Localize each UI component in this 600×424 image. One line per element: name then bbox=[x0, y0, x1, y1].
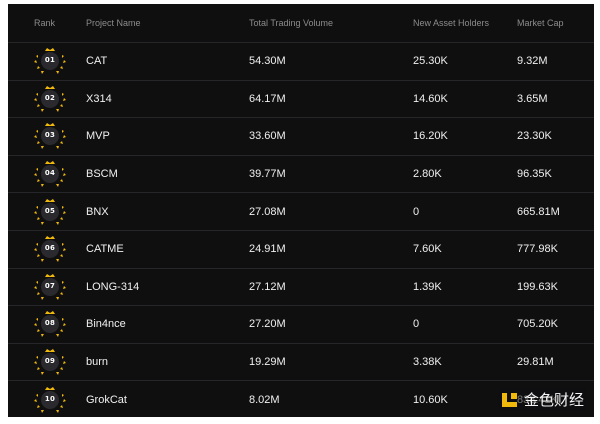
table-row[interactable]: 09 burn 19.29M 3.38K 29.81M bbox=[8, 342, 594, 381]
rank-number: 02 bbox=[44, 93, 56, 102]
rank-number: 01 bbox=[44, 56, 56, 65]
table-row[interactable]: 02 X314 64.17M 14.60K 3.65M bbox=[8, 79, 594, 118]
project-name[interactable]: LONG-314 bbox=[86, 280, 140, 293]
rank-badge: 04 bbox=[32, 159, 68, 189]
rank-laurel-icon bbox=[34, 311, 66, 338]
jinse-logo-icon bbox=[501, 392, 517, 407]
rank-badge: 03 bbox=[32, 121, 68, 151]
rank-laurel-icon bbox=[34, 48, 66, 75]
total-trading-volume: 27.20M bbox=[249, 318, 286, 331]
rank-badge: 02 bbox=[32, 84, 68, 114]
rank-badge: 08 bbox=[32, 309, 68, 339]
rank-badge: 09 bbox=[32, 347, 68, 377]
table-row[interactable]: 05 BNX 27.08M 0 665.81M bbox=[8, 192, 594, 230]
rank-badge: 06 bbox=[32, 234, 68, 264]
ranking-table-panel: Rank Project Name Total Trading Volume N… bbox=[8, 4, 594, 417]
rank-badge: 05 bbox=[32, 197, 68, 227]
watermark: 金色财经 bbox=[498, 388, 586, 411]
table-row[interactable]: 06 CATME 24.91M 7.60K 777.98K bbox=[8, 229, 594, 268]
market-cap: 665.81M bbox=[517, 205, 560, 218]
market-cap: 777.98K bbox=[517, 243, 558, 256]
market-cap: 23.30K bbox=[517, 130, 552, 143]
market-cap: 3.65M bbox=[517, 92, 548, 105]
market-cap: 705.20K bbox=[517, 318, 558, 331]
new-asset-holders: 7.60K bbox=[413, 243, 442, 256]
market-cap: 9.32M bbox=[517, 55, 548, 68]
table-row[interactable]: 07 LONG-314 27.12M 1.39K 199.63K bbox=[8, 267, 594, 306]
watermark-text: 金色财经 bbox=[523, 391, 584, 409]
total-trading-volume: 24.91M bbox=[249, 243, 286, 256]
project-name[interactable]: Bin4nce bbox=[86, 318, 126, 331]
table-row[interactable]: 08 Bin4nce 27.20M 0 705.20K bbox=[8, 305, 594, 343]
new-asset-holders: 0 bbox=[413, 318, 420, 331]
table-row[interactable]: 03 MVP 33.60M 16.20K 23.30K bbox=[8, 117, 594, 155]
project-name[interactable]: BNX bbox=[86, 205, 109, 218]
rank-laurel-icon bbox=[34, 236, 66, 263]
new-asset-holders: 25.30K bbox=[413, 55, 448, 68]
new-asset-holders: 2.80K bbox=[413, 168, 442, 181]
rank-laurel-icon bbox=[34, 273, 66, 300]
total-trading-volume: 64.17M bbox=[249, 92, 286, 105]
rank-laurel-icon bbox=[34, 161, 66, 188]
rank-laurel-icon bbox=[34, 85, 66, 112]
market-cap: 96.35K bbox=[517, 168, 552, 181]
rank-number: 05 bbox=[44, 206, 56, 215]
rank-number: 04 bbox=[44, 169, 56, 178]
rank-number: 09 bbox=[44, 357, 56, 366]
new-asset-holders: 14.60K bbox=[413, 92, 448, 105]
project-name[interactable]: BSCM bbox=[86, 168, 118, 181]
header-new-asset-holders: New Asset Holders bbox=[413, 18, 490, 28]
total-trading-volume: 19.29M bbox=[249, 356, 286, 369]
rank-laurel-icon bbox=[34, 198, 66, 225]
rank-badge: 07 bbox=[32, 272, 68, 302]
rank-badge: 10 bbox=[32, 385, 68, 415]
project-name[interactable]: GrokCat bbox=[86, 393, 127, 406]
table-body: 01 CAT 54.30M 25.30K 9.32M 02 X314 64.17… bbox=[8, 42, 594, 417]
rank-number: 03 bbox=[44, 131, 56, 140]
project-name[interactable]: burn bbox=[86, 356, 109, 369]
market-cap: 29.81M bbox=[517, 356, 554, 369]
rank-laurel-icon bbox=[34, 349, 66, 376]
total-trading-volume: 27.12M bbox=[249, 280, 286, 293]
table-header: Rank Project Name Total Trading Volume N… bbox=[8, 4, 594, 42]
total-trading-volume: 39.77M bbox=[249, 168, 286, 181]
new-asset-holders: 16.20K bbox=[413, 130, 448, 143]
table-row[interactable]: 01 CAT 54.30M 25.30K 9.32M bbox=[8, 42, 594, 80]
rank-number: 10 bbox=[44, 394, 56, 403]
rank-number: 08 bbox=[44, 319, 56, 328]
new-asset-holders: 1.39K bbox=[413, 280, 442, 293]
project-name[interactable]: CATME bbox=[86, 243, 124, 256]
rank-laurel-icon bbox=[34, 123, 66, 150]
header-total-trading-volume: Total Trading Volume bbox=[249, 18, 334, 28]
header-rank: Rank bbox=[34, 18, 56, 28]
header-project-name: Project Name bbox=[86, 18, 141, 28]
project-name[interactable]: X314 bbox=[86, 92, 112, 105]
rank-laurel-icon bbox=[34, 386, 66, 413]
header-market-cap: Market Cap bbox=[517, 18, 564, 28]
total-trading-volume: 33.60M bbox=[249, 130, 286, 143]
rank-number: 07 bbox=[44, 281, 56, 290]
new-asset-holders: 3.38K bbox=[413, 356, 442, 369]
new-asset-holders: 10.60K bbox=[413, 393, 448, 406]
table-row[interactable]: 04 BSCM 39.77M 2.80K 96.35K bbox=[8, 154, 594, 193]
project-name[interactable]: CAT bbox=[86, 55, 108, 68]
total-trading-volume: 27.08M bbox=[249, 205, 286, 218]
market-cap: 199.63K bbox=[517, 280, 558, 293]
new-asset-holders: 0 bbox=[413, 205, 420, 218]
project-name[interactable]: MVP bbox=[86, 130, 110, 143]
rank-badge: 01 bbox=[32, 46, 68, 76]
total-trading-volume: 8.02M bbox=[249, 393, 280, 406]
rank-number: 06 bbox=[44, 244, 56, 253]
total-trading-volume: 54.30M bbox=[249, 55, 286, 68]
